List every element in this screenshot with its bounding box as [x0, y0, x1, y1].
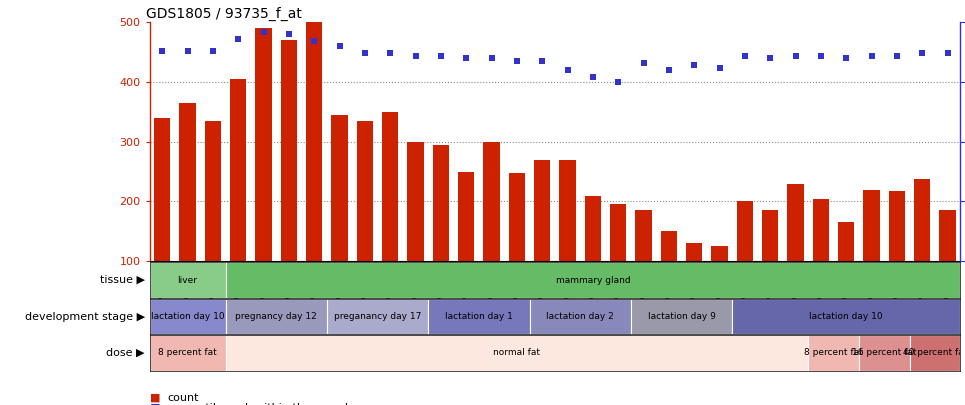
Bar	[327, 299, 428, 334]
Text: 8 percent fat: 8 percent fat	[804, 348, 863, 358]
Point	[281, 31, 296, 38]
Bar	[281, 40, 297, 321]
Bar	[864, 190, 880, 321]
Text: lactation day 9: lactation day 9	[648, 312, 715, 321]
Point	[433, 53, 449, 59]
Bar	[179, 103, 196, 321]
Point	[382, 50, 398, 57]
Point	[839, 55, 854, 62]
Bar	[483, 142, 500, 321]
Bar	[428, 299, 530, 334]
Bar	[382, 112, 399, 321]
Bar	[939, 211, 955, 321]
Bar	[736, 202, 753, 321]
Bar	[458, 172, 475, 321]
Text: 40 percent fat: 40 percent fat	[902, 348, 965, 358]
Bar	[150, 335, 226, 371]
Bar	[732, 299, 960, 334]
Text: liver: liver	[178, 275, 198, 285]
Bar	[306, 22, 322, 321]
Bar	[154, 118, 171, 321]
Point	[712, 64, 728, 71]
Point	[483, 55, 499, 62]
Point	[408, 53, 424, 59]
Point	[762, 55, 778, 62]
Point	[661, 67, 676, 73]
Point	[179, 48, 195, 54]
Point	[940, 50, 955, 57]
Point	[889, 53, 904, 59]
Text: 8 percent fat: 8 percent fat	[158, 348, 217, 358]
Point	[560, 67, 575, 73]
Bar	[585, 196, 601, 321]
Bar	[407, 142, 424, 321]
Point	[585, 74, 600, 81]
Point	[787, 53, 803, 59]
Bar	[150, 262, 226, 298]
Point	[864, 53, 879, 59]
Point	[256, 29, 271, 35]
Text: development stage ▶: development stage ▶	[25, 311, 145, 322]
Text: lactation day 2: lactation day 2	[546, 312, 614, 321]
Text: mammary gland: mammary gland	[556, 275, 630, 285]
Point	[915, 50, 930, 57]
Bar	[610, 205, 626, 321]
Bar	[711, 246, 728, 321]
Text: dose ▶: dose ▶	[106, 348, 145, 358]
Bar	[838, 222, 854, 321]
Text: count: count	[167, 393, 199, 403]
Bar	[889, 191, 905, 321]
Bar	[530, 299, 631, 334]
Bar	[560, 160, 576, 321]
Point	[611, 79, 626, 85]
Point	[357, 50, 372, 57]
Text: lactation day 10: lactation day 10	[151, 312, 225, 321]
Bar	[631, 299, 732, 334]
Point	[510, 57, 525, 64]
Point	[332, 43, 347, 49]
Point	[535, 57, 550, 64]
Bar	[432, 145, 449, 321]
Text: lactation day 1: lactation day 1	[445, 312, 512, 321]
Bar	[661, 231, 677, 321]
Point	[686, 62, 702, 68]
Text: lactation day 10: lactation day 10	[810, 312, 883, 321]
Bar	[914, 179, 930, 321]
Bar	[226, 299, 327, 334]
Point	[206, 48, 221, 54]
Text: ■: ■	[150, 393, 160, 403]
Point	[231, 36, 246, 42]
Bar	[230, 79, 246, 321]
Bar	[150, 299, 226, 334]
Bar	[226, 335, 808, 371]
Point	[154, 48, 170, 54]
Bar	[357, 121, 373, 321]
Text: normal fat: normal fat	[493, 348, 540, 358]
Point	[813, 53, 829, 59]
Point	[307, 38, 322, 45]
Point	[458, 55, 474, 62]
Point	[636, 60, 651, 66]
Bar	[686, 243, 703, 321]
Bar	[808, 335, 859, 371]
Bar	[256, 28, 272, 321]
Text: ■: ■	[150, 403, 160, 405]
Text: preganancy day 17: preganancy day 17	[334, 312, 422, 321]
Bar	[762, 211, 779, 321]
Bar	[509, 173, 525, 321]
Point	[737, 53, 753, 59]
Bar	[813, 198, 829, 321]
Bar	[787, 183, 804, 321]
Bar	[909, 335, 960, 371]
Text: pregnancy day 12: pregnancy day 12	[235, 312, 317, 321]
Bar	[205, 121, 221, 321]
Bar	[635, 211, 651, 321]
Text: 16 percent fat: 16 percent fat	[852, 348, 917, 358]
Text: GDS1805 / 93735_f_at: GDS1805 / 93735_f_at	[146, 7, 301, 21]
Bar	[859, 335, 909, 371]
Text: percentile rank within the sample: percentile rank within the sample	[167, 403, 355, 405]
Text: tissue ▶: tissue ▶	[99, 275, 145, 285]
Bar	[534, 160, 550, 321]
Bar	[331, 115, 347, 321]
